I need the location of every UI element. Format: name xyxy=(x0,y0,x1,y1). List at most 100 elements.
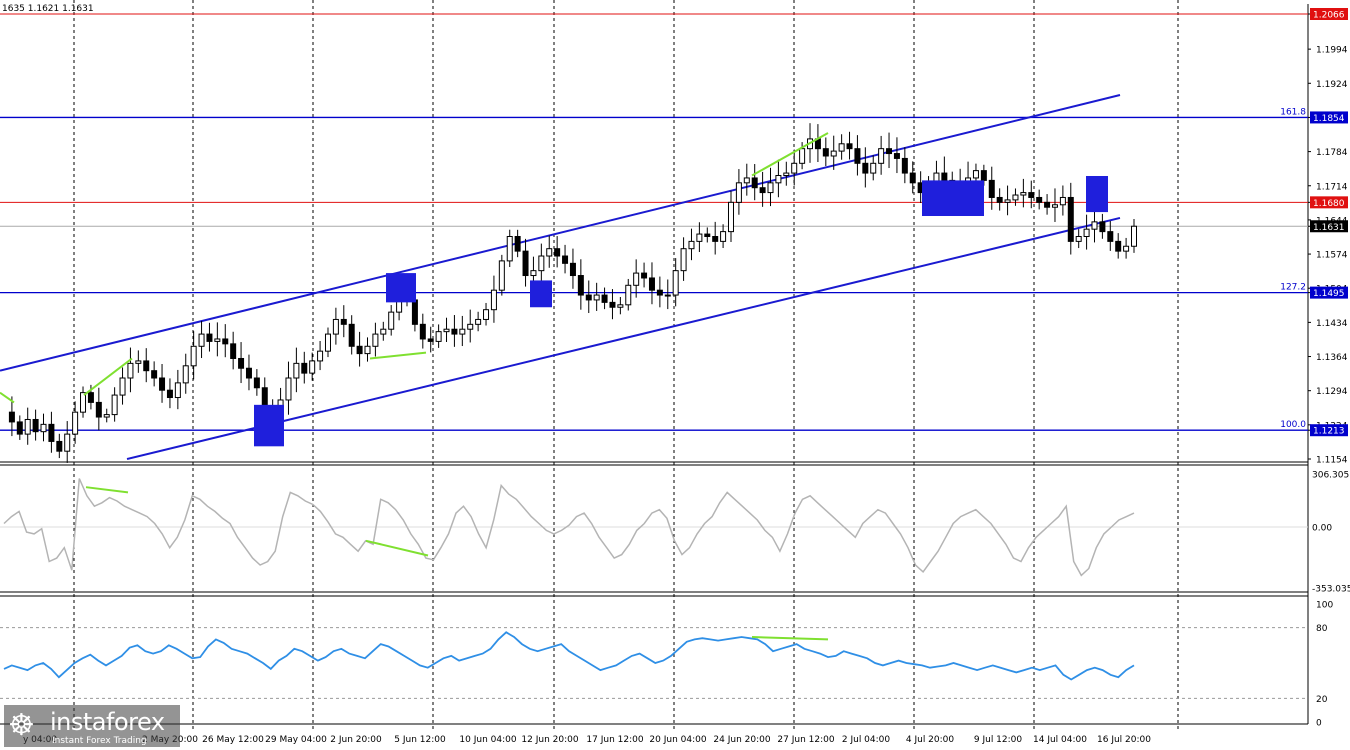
candle-body-95 xyxy=(751,177,758,189)
div-price-2 xyxy=(83,357,133,396)
candle-body-36 xyxy=(285,377,292,401)
cci-tick-label-1: 0.00 xyxy=(1312,523,1332,533)
candle-body-108 xyxy=(854,148,861,164)
level-1213-fib-label: 100.0 xyxy=(1280,420,1306,430)
time-tick-label-7: 20 Jun 04:00 xyxy=(649,735,706,745)
candle-body-107 xyxy=(846,143,853,150)
price-tick-label-1.1434: 1.1434 xyxy=(1316,319,1348,329)
ohlc-readout: 1635 1.1621 1.1631 xyxy=(2,4,94,14)
candle-body-56 xyxy=(443,328,450,333)
candle-body-25 xyxy=(198,333,205,347)
box-16-jul xyxy=(1086,175,1108,213)
candle-body-93 xyxy=(735,182,742,203)
candle-body-14 xyxy=(111,394,118,416)
time-tick-label-10: 2 Jul 04:00 xyxy=(842,735,891,745)
candle-body-73 xyxy=(577,275,584,296)
box-29-may xyxy=(254,404,284,447)
candle-body-21 xyxy=(166,389,173,399)
watermark-tagline: Instant Forex Trading xyxy=(52,736,147,746)
candle-body-3 xyxy=(24,418,31,435)
candle-body-106 xyxy=(838,143,845,152)
channel-upper-line xyxy=(0,94,1121,372)
candle-body-89 xyxy=(704,233,711,237)
rsi-line xyxy=(3,631,1135,681)
box-4-jul xyxy=(922,180,984,217)
candle-body-23 xyxy=(182,365,189,384)
box-5-jun xyxy=(386,273,416,303)
candle-body-16 xyxy=(127,362,134,379)
time-tick-label-3: 5 Jun 12:00 xyxy=(394,735,446,745)
candle-body-49 xyxy=(388,311,395,330)
candle-body-63 xyxy=(498,260,505,291)
candle-body-70 xyxy=(554,248,561,257)
candle-body-55 xyxy=(435,331,442,342)
price-label-bg-1.2066 xyxy=(1310,8,1348,20)
time-tick-label-2: 2 Jun 20:00 xyxy=(330,735,382,745)
candle-body-132 xyxy=(1044,201,1051,208)
time-tick-label-12: 9 Jul 12:00 xyxy=(974,735,1023,745)
candle-body-37 xyxy=(293,362,300,379)
candle-body-125 xyxy=(988,179,995,198)
candle-body-41 xyxy=(324,333,331,352)
candle-body-22 xyxy=(174,382,181,399)
div-price-4 xyxy=(751,132,829,177)
candle-body-94 xyxy=(743,177,750,184)
candle-body-24 xyxy=(190,345,197,367)
candle-body-19 xyxy=(151,370,158,379)
candle-body-136 xyxy=(1075,236,1082,242)
instaforex-watermark: ☸ instaforex Instant Forex Trading xyxy=(4,705,180,747)
candle-body-88 xyxy=(696,233,703,242)
candle-body-59 xyxy=(467,323,474,330)
candle-body-26 xyxy=(206,333,213,342)
candle-body-44 xyxy=(348,323,355,347)
cci-line xyxy=(3,478,1135,577)
candle-body-15 xyxy=(119,377,126,396)
candle-body-32 xyxy=(253,377,260,389)
candle-body-119 xyxy=(941,172,948,181)
candle-body-130 xyxy=(1028,192,1035,198)
candle-body-131 xyxy=(1036,196,1043,203)
candle-body-48 xyxy=(380,328,387,335)
candle-body-123 xyxy=(972,170,979,179)
time-tick-label-9: 27 Jun 12:00 xyxy=(777,735,834,745)
candle-body-53 xyxy=(419,323,426,340)
candle-body-18 xyxy=(143,360,150,372)
price-tick-label-1.2066: 1.2066 xyxy=(1313,11,1345,21)
level-1854-fib-label: 161.8 xyxy=(1280,107,1306,117)
candle-body-90 xyxy=(712,236,719,242)
candle-body-113 xyxy=(893,153,900,159)
candle-body-9 xyxy=(72,411,79,435)
watermark-brand: instaforex xyxy=(50,708,165,736)
candle-body-99 xyxy=(783,172,790,177)
time-tick-label-8: 24 Jun 20:00 xyxy=(713,735,770,745)
candle-body-4 xyxy=(32,418,39,433)
candle-body-84 xyxy=(664,294,671,297)
div-price-1 xyxy=(0,391,15,404)
candle-body-27 xyxy=(214,338,221,342)
candle-body-38 xyxy=(301,362,308,374)
candle-body-72 xyxy=(569,262,576,277)
candle-body-46 xyxy=(364,345,371,355)
candle-body-66 xyxy=(522,250,529,277)
candle-body-78 xyxy=(617,304,624,308)
time-tick-label-5: 12 Jun 20:00 xyxy=(521,735,578,745)
price-tick-label-1.1854: 1.1854 xyxy=(1313,114,1345,124)
price-tick-label-1.1294: 1.1294 xyxy=(1316,387,1348,397)
candle-body-86 xyxy=(680,248,687,272)
candle-body-28 xyxy=(222,338,229,345)
candle-body-33 xyxy=(261,387,268,408)
candle-body-75 xyxy=(593,294,600,301)
candle-body-47 xyxy=(372,333,379,347)
candle-body-58 xyxy=(459,328,466,335)
cci-tick-label-0: 306.3051 xyxy=(1312,471,1350,481)
candle-body-10 xyxy=(80,392,87,413)
candle-body-61 xyxy=(483,309,490,320)
candle-body-112 xyxy=(886,148,893,155)
candle-body-71 xyxy=(562,255,569,264)
rsi-tick-label-80: 80 xyxy=(1316,624,1328,634)
candle-body-12 xyxy=(95,401,102,418)
candle-body-20 xyxy=(159,377,166,391)
candle-body-135 xyxy=(1067,196,1074,242)
price-label-bg-1.1854 xyxy=(1310,111,1348,124)
